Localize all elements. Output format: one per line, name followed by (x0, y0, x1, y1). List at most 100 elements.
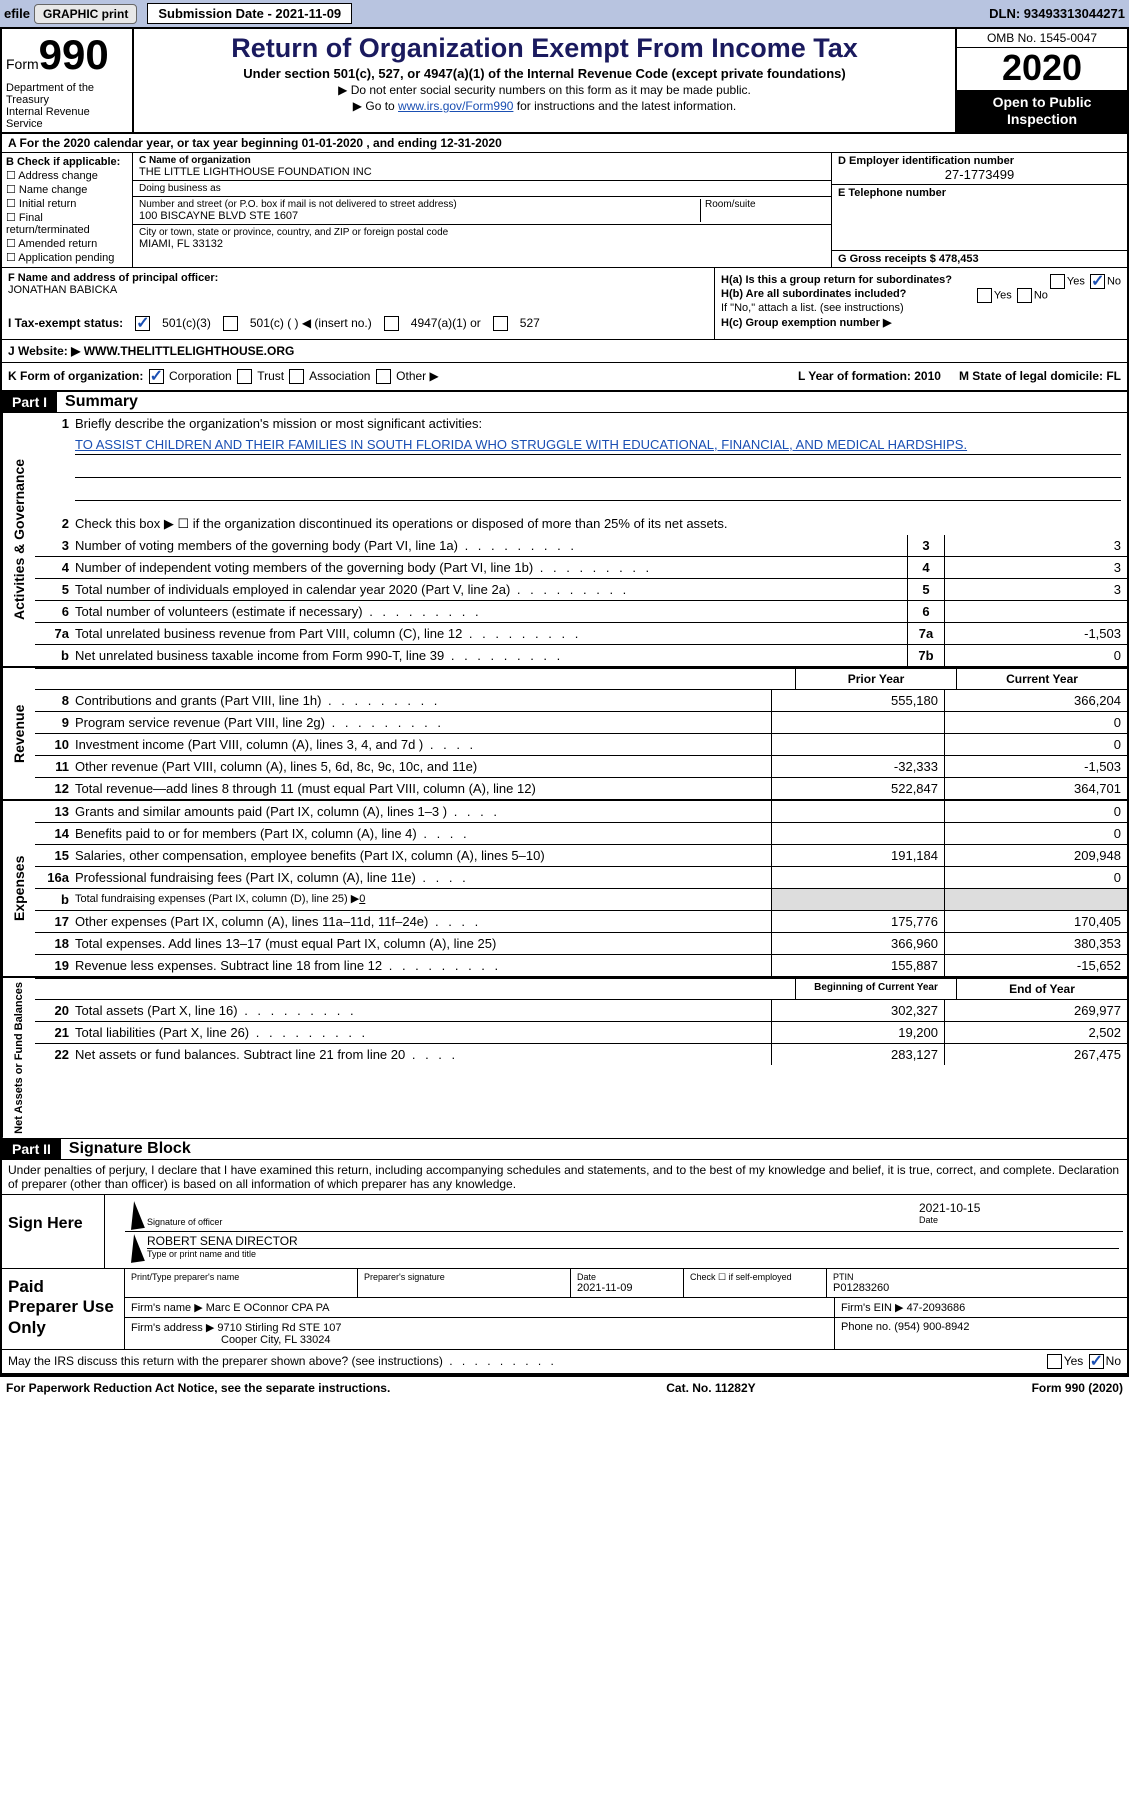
chk-501c3[interactable] (135, 316, 150, 331)
mission-blank-2 (75, 482, 1121, 501)
ptin-label: PTIN (833, 1272, 1121, 1282)
line7b-val: 0 (944, 645, 1127, 666)
line19-prior: 155,887 (771, 955, 944, 976)
firm-city-value: Cooper City, FL 33024 (221, 1334, 330, 1346)
sign-here-label: Sign Here (2, 1195, 105, 1268)
title-sub2: ▶ Do not enter social security numbers o… (142, 83, 947, 97)
chk-name-change[interactable]: ☐ Name change (6, 183, 128, 196)
line13-prior (771, 801, 944, 822)
line15-desc: Salaries, other compensation, employee b… (71, 845, 771, 866)
ha-label: H(a) Is this a group return for subordin… (721, 274, 952, 286)
line14-desc: Benefits paid to or for members (Part IX… (71, 823, 771, 844)
discuss-no[interactable] (1089, 1354, 1104, 1369)
line12-prior: 522,847 (771, 778, 944, 799)
chk-initial-return[interactable]: ☐ Initial return (6, 197, 128, 210)
c-name-label: C Name of organization (139, 155, 251, 166)
l-year-formation: L Year of formation: 2010 (798, 369, 941, 383)
firm-phone-value: (954) 900-8942 (894, 1321, 969, 1333)
prep-date-label: Date (577, 1272, 677, 1282)
tab-net-assets: Net Assets or Fund Balances (2, 978, 35, 1138)
line22-desc: Net assets or fund balances. Subtract li… (71, 1044, 771, 1065)
preparer-sig-label: Preparer's signature (364, 1272, 564, 1282)
chk-application-pending[interactable]: ☐ Application pending (6, 251, 128, 264)
chk-527[interactable] (493, 316, 508, 331)
org-name: THE LITTLE LIGHTHOUSE FOUNDATION INC (139, 166, 825, 178)
dln-label: DLN: 93493313044271 (989, 6, 1125, 21)
line8-curr: 366,204 (944, 690, 1127, 711)
mission-text: TO ASSIST CHILDREN AND THEIR FAMILIES IN… (75, 436, 1121, 455)
b-label: B Check if applicable: (6, 156, 128, 168)
chk-trust[interactable] (237, 369, 252, 384)
chk-other[interactable] (376, 369, 391, 384)
chk-corp[interactable] (149, 369, 164, 384)
prior-year-header: Prior Year (795, 669, 956, 689)
gross-receipts: G Gross receipts $ 478,453 (838, 253, 1121, 265)
open-public-badge: Open to Public Inspection (957, 90, 1127, 132)
line17-desc: Other expenses (Part IX, column (A), lin… (71, 911, 771, 932)
line12-desc: Total revenue—add lines 8 through 11 (mu… (71, 778, 771, 799)
col-b-checkboxes: B Check if applicable: ☐ Address change … (2, 153, 133, 267)
j-label: J Website: ▶ (8, 344, 84, 358)
room-label: Room/suite (705, 199, 825, 210)
chk-final-return[interactable]: ☐ Final return/terminated (6, 211, 128, 236)
sig-date-value: 2021-10-15 (919, 1201, 1119, 1215)
chk-501c[interactable] (223, 316, 238, 331)
line20-curr: 269,977 (944, 1000, 1127, 1021)
footer-paperwork: For Paperwork Reduction Act Notice, see … (6, 1381, 390, 1395)
footer-formno: Form 990 (2020) (1032, 1381, 1123, 1395)
tab-activities-governance: Activities & Governance (2, 413, 35, 666)
chk-assoc[interactable] (289, 369, 304, 384)
line11-desc: Other revenue (Part VIII, column (A), li… (71, 756, 771, 777)
phone-label: E Telephone number (838, 187, 1121, 199)
firm-ein-value: 47-2093686 (907, 1302, 966, 1314)
firm-name-label: Firm's name ▶ (131, 1302, 203, 1314)
line20-desc: Total assets (Part X, line 16) (71, 1000, 771, 1021)
hb-no[interactable] (1017, 288, 1032, 303)
addr-value: 100 BISCAYNE BLVD STE 1607 (139, 210, 696, 222)
line7a-desc: Total unrelated business revenue from Pa… (71, 623, 907, 644)
chk-address-change[interactable]: ☐ Address change (6, 169, 128, 182)
line6-val (944, 601, 1127, 622)
form-title: Return of Organization Exempt From Incom… (142, 33, 947, 64)
pen-icon-2 (127, 1233, 145, 1263)
top-toolbar: efile GRAPHIC print Submission Date - 20… (0, 0, 1129, 27)
line5-val: 3 (944, 579, 1127, 600)
mission-blank-1 (75, 459, 1121, 478)
website-value: WWW.THELITTLELIGHTHOUSE.ORG (84, 344, 295, 358)
line21-curr: 2,502 (944, 1022, 1127, 1043)
line3-val: 3 (944, 535, 1127, 556)
right-header-cell: OMB No. 1545-0047 2020 Open to Public In… (955, 29, 1127, 132)
ha-yes[interactable] (1050, 274, 1065, 289)
part-ii-bar: Part II (2, 1139, 61, 1159)
officer-name: JONATHAN BABICKA (8, 284, 708, 296)
graphic-print-button[interactable]: GRAPHIC print (34, 4, 137, 24)
line15-curr: 209,948 (944, 845, 1127, 866)
city-label: City or town, state or province, country… (139, 227, 825, 238)
paid-preparer-label: Paid Preparer Use Only (2, 1269, 124, 1349)
line6-desc: Total number of volunteers (estimate if … (71, 601, 907, 622)
line11-prior: -32,333 (771, 756, 944, 777)
f-label: F Name and address of principal officer: (8, 272, 218, 284)
instructions-link[interactable]: www.irs.gov/Form990 (398, 99, 513, 113)
line19-desc: Revenue less expenses. Subtract line 18 … (71, 955, 771, 976)
ha-no[interactable] (1090, 274, 1105, 289)
line3-desc: Number of voting members of the governin… (71, 535, 907, 556)
line15-prior: 191,184 (771, 845, 944, 866)
line4-val: 3 (944, 557, 1127, 578)
line16b-val: 0 (359, 893, 365, 905)
chk-amended-return[interactable]: ☐ Amended return (6, 237, 128, 250)
line13-curr: 0 (944, 801, 1127, 822)
hb-yes[interactable] (977, 288, 992, 303)
firm-ein-label: Firm's EIN ▶ (841, 1302, 904, 1314)
part-ii-title: Signature Block (69, 1140, 191, 1158)
chk-4947[interactable] (384, 316, 399, 331)
preparer-name-label: Print/Type preparer's name (131, 1272, 351, 1282)
discuss-yes[interactable] (1047, 1354, 1062, 1369)
line12-curr: 364,701 (944, 778, 1127, 799)
title-sub1: Under section 501(c), 527, or 4947(a)(1)… (142, 66, 947, 81)
irs-discuss-text: May the IRS discuss this return with the… (8, 1354, 557, 1369)
line9-desc: Program service revenue (Part VIII, line… (71, 712, 771, 733)
firm-phone-label: Phone no. (841, 1321, 891, 1333)
ptin-value: P01283260 (833, 1282, 1121, 1294)
line11-curr: -1,503 (944, 756, 1127, 777)
